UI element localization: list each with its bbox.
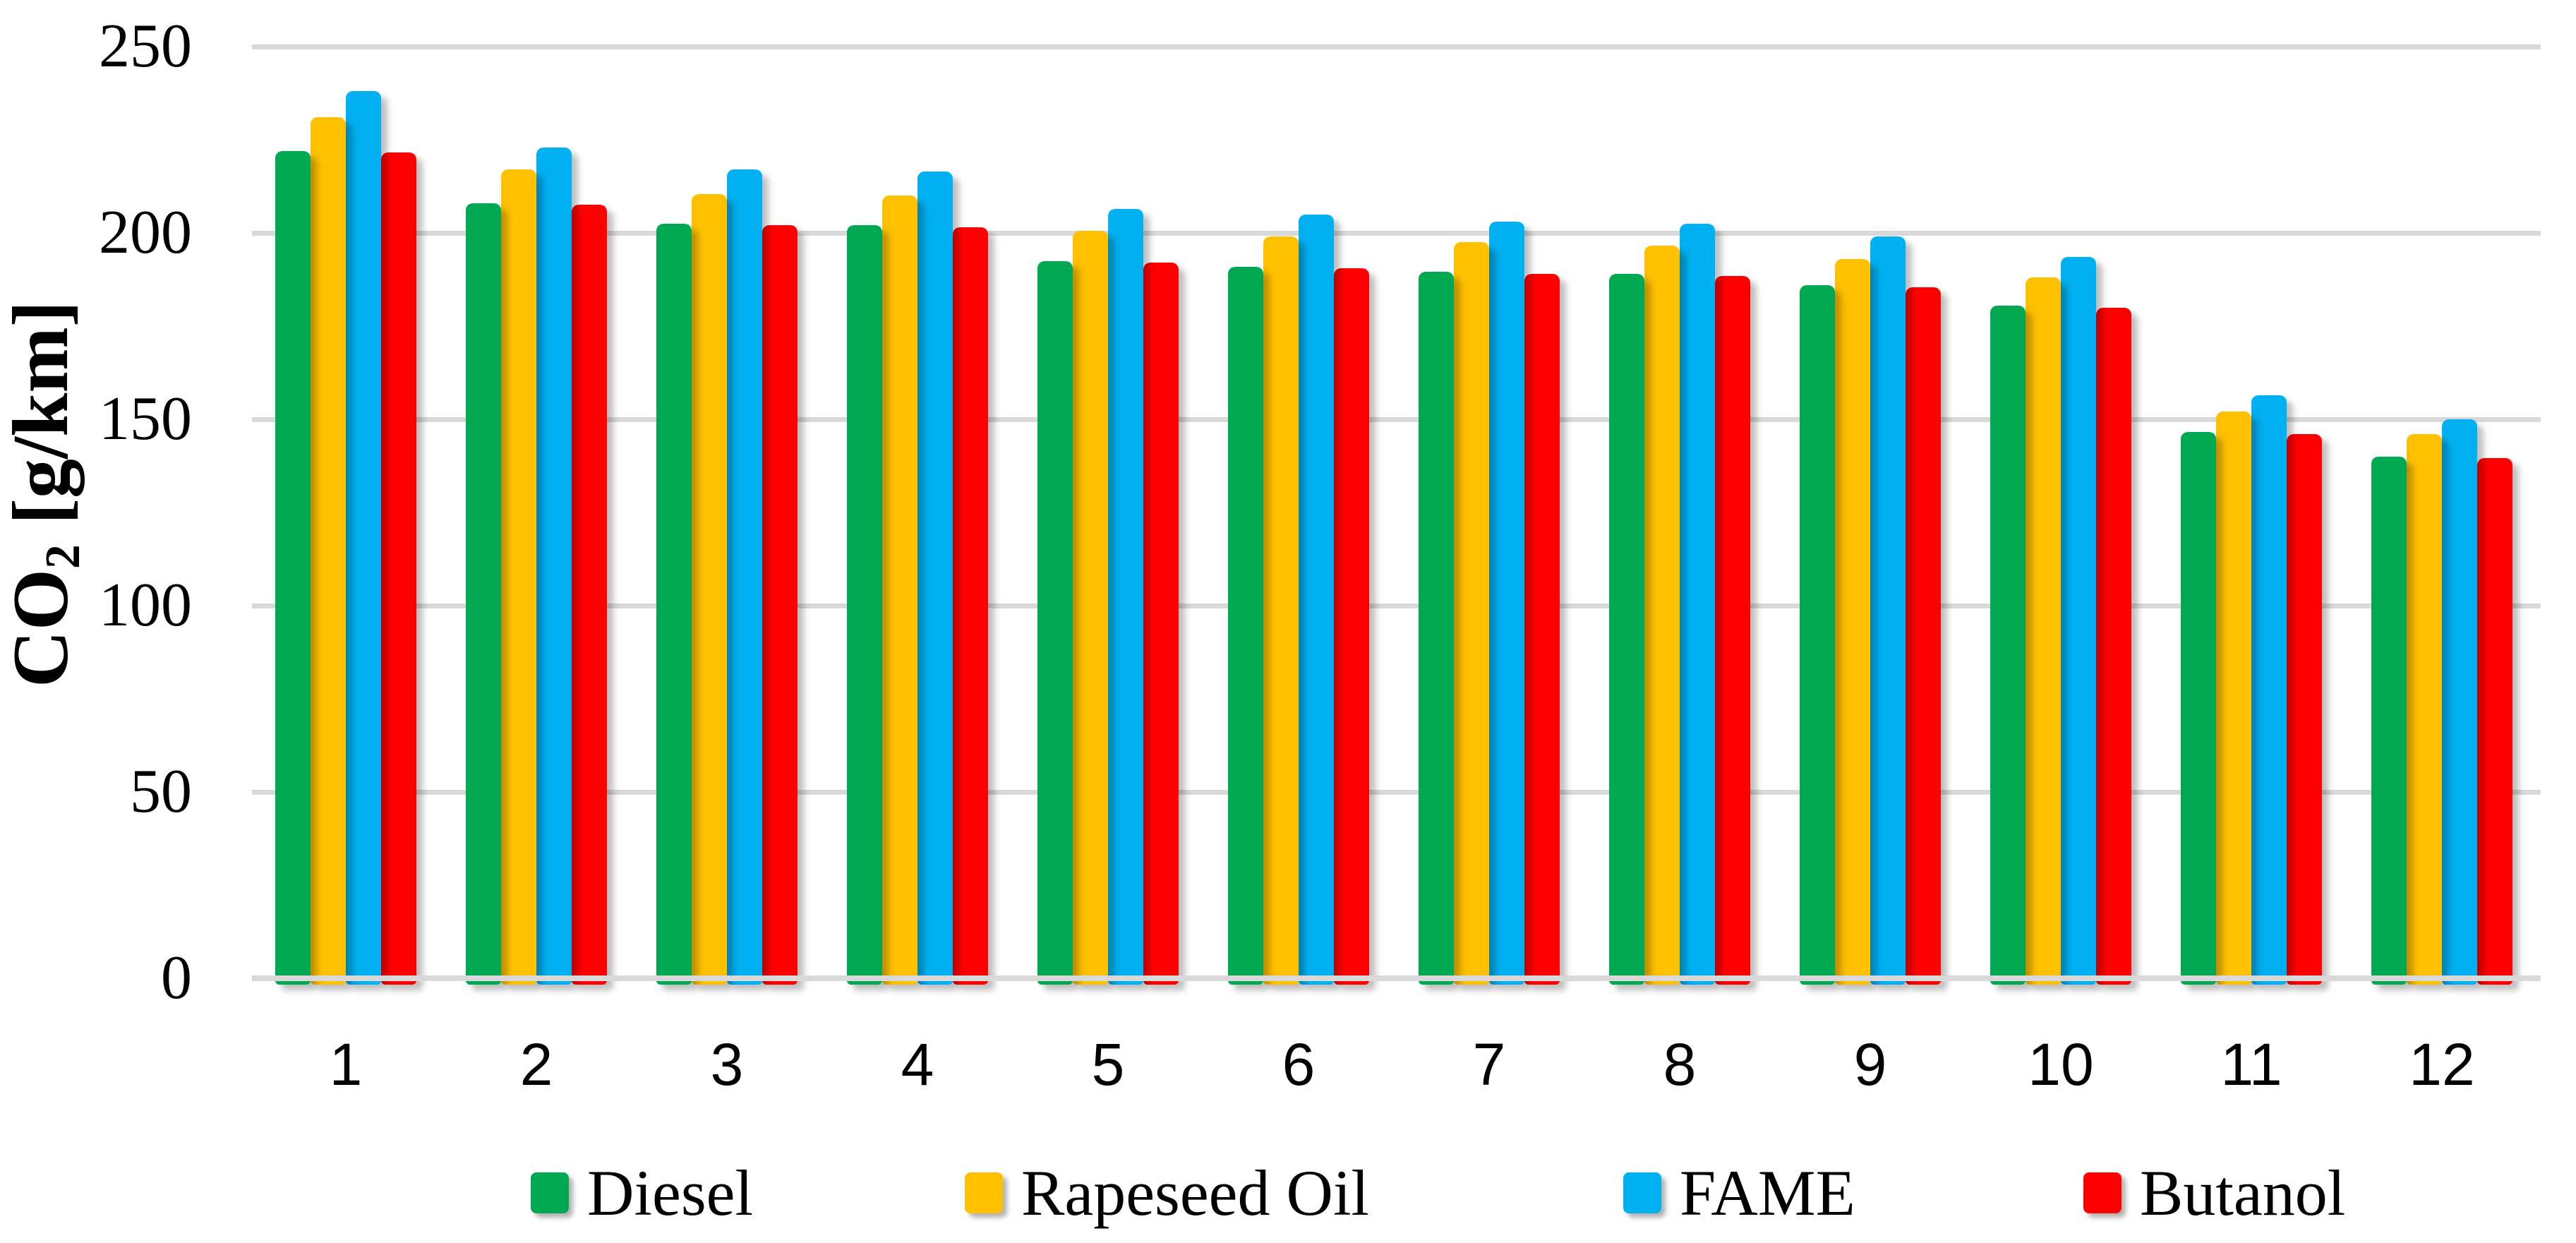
bar-diesel-9 xyxy=(1800,284,1835,985)
y-gridline-100 xyxy=(252,603,2541,608)
bar-butanol-11 xyxy=(2287,434,2322,985)
bar-fame-10 xyxy=(2061,257,2096,985)
bar-diesel-4 xyxy=(847,225,882,985)
x-tick-label-5: 5 xyxy=(1091,1031,1125,1098)
bar-fame-4 xyxy=(917,171,953,985)
bar-diesel-6 xyxy=(1228,266,1263,985)
legend-label-butanol: Butanol xyxy=(2140,1157,2346,1229)
x-axis-baseline xyxy=(252,975,2541,981)
bar-fame-5 xyxy=(1108,208,1143,985)
y-tick-label-100: 100 xyxy=(99,571,192,639)
x-tick-label-3: 3 xyxy=(710,1031,744,1098)
y-tick-label-200: 200 xyxy=(99,198,192,267)
x-tick-label-7: 7 xyxy=(1472,1031,1506,1098)
y-axis-title-subscript: 2 xyxy=(36,544,91,570)
bar-rapeseed-oil-11 xyxy=(2216,412,2251,985)
y-gridline-250 xyxy=(252,44,2541,49)
bar-butanol-4 xyxy=(953,227,988,985)
legend-swatch-fame-icon xyxy=(1623,1172,1661,1213)
bar-rapeseed-oil-10 xyxy=(2026,277,2061,985)
bar-diesel-7 xyxy=(1419,272,1454,985)
bar-fame-7 xyxy=(1489,222,1524,985)
bar-butanol-2 xyxy=(572,205,607,985)
bar-butanol-3 xyxy=(762,225,798,985)
bar-butanol-5 xyxy=(1143,263,1179,985)
bar-diesel-5 xyxy=(1037,260,1073,985)
x-tick-label-2: 2 xyxy=(519,1031,553,1098)
bar-fame-12 xyxy=(2442,419,2477,985)
legend-swatch-diesel-icon xyxy=(531,1172,569,1213)
bar-diesel-1 xyxy=(275,150,311,985)
bar-butanol-7 xyxy=(1524,274,1560,985)
bar-diesel-11 xyxy=(2181,432,2216,985)
legend-item-diesel: Diesel xyxy=(531,1157,754,1229)
y-gridline-200 xyxy=(252,230,2541,236)
bar-rapeseed-oil-8 xyxy=(1644,246,1680,985)
legend-label-fame: FAME xyxy=(1680,1157,1855,1229)
x-tick-label-11: 11 xyxy=(2220,1031,2282,1098)
bar-butanol-9 xyxy=(1906,287,1941,985)
y-tick-label-150: 150 xyxy=(99,385,192,453)
legend-swatch-rapeseed-oil-icon xyxy=(965,1172,1003,1213)
bar-rapeseed-oil-6 xyxy=(1263,236,1299,985)
x-tick-label-6: 6 xyxy=(1282,1031,1316,1098)
bar-diesel-3 xyxy=(656,223,692,985)
y-tick-label-250: 250 xyxy=(99,12,192,80)
bar-fame-2 xyxy=(536,147,572,985)
legend-swatch-butanol-icon xyxy=(2083,1172,2121,1213)
bar-fame-3 xyxy=(727,169,762,985)
bar-fame-8 xyxy=(1680,223,1715,985)
bar-rapeseed-oil-2 xyxy=(501,169,536,985)
x-tick-label-10: 10 xyxy=(2028,1031,2094,1098)
bar-diesel-8 xyxy=(1609,274,1644,985)
x-tick-label-12: 12 xyxy=(2409,1031,2475,1098)
bar-rapeseed-oil-12 xyxy=(2407,434,2442,985)
legend-label-rapeseed-oil: Rapeseed Oil xyxy=(1021,1157,1370,1229)
bar-diesel-10 xyxy=(1990,305,2026,985)
legend-label-diesel: Diesel xyxy=(587,1157,754,1229)
x-tick-label-4: 4 xyxy=(901,1031,934,1098)
bar-rapeseed-oil-5 xyxy=(1073,231,1108,985)
bar-fame-6 xyxy=(1299,214,1334,985)
bar-fame-9 xyxy=(1870,236,1906,985)
y-gridline-150 xyxy=(252,416,2541,422)
x-tick-label-1: 1 xyxy=(329,1031,363,1098)
bar-fame-1 xyxy=(346,91,381,985)
bar-rapeseed-oil-7 xyxy=(1454,242,1489,985)
legend-item-butanol: Butanol xyxy=(2083,1157,2346,1229)
x-tick-label-9: 9 xyxy=(1853,1031,1887,1098)
bar-butanol-10 xyxy=(2096,307,2131,985)
bar-butanol-8 xyxy=(1715,275,1750,985)
y-gridline-50 xyxy=(252,789,2541,795)
bar-butanol-6 xyxy=(1334,268,1369,985)
bar-rapeseed-oil-1 xyxy=(311,117,346,985)
legend-item-rapeseed-oil: Rapeseed Oil xyxy=(965,1157,1370,1229)
y-tick-label-0: 0 xyxy=(161,944,192,1012)
bar-diesel-2 xyxy=(466,203,501,985)
bar-fame-11 xyxy=(2251,395,2287,985)
y-tick-label-50: 50 xyxy=(130,757,192,826)
bar-butanol-12 xyxy=(2477,458,2512,985)
bar-rapeseed-oil-3 xyxy=(692,193,727,985)
legend-item-fame: FAME xyxy=(1623,1157,1855,1229)
bar-rapeseed-oil-9 xyxy=(1835,258,1870,985)
bar-rapeseed-oil-4 xyxy=(882,196,917,985)
x-tick-label-8: 8 xyxy=(1663,1031,1697,1098)
bar-diesel-12 xyxy=(2371,456,2407,985)
bar-butanol-1 xyxy=(381,152,416,985)
